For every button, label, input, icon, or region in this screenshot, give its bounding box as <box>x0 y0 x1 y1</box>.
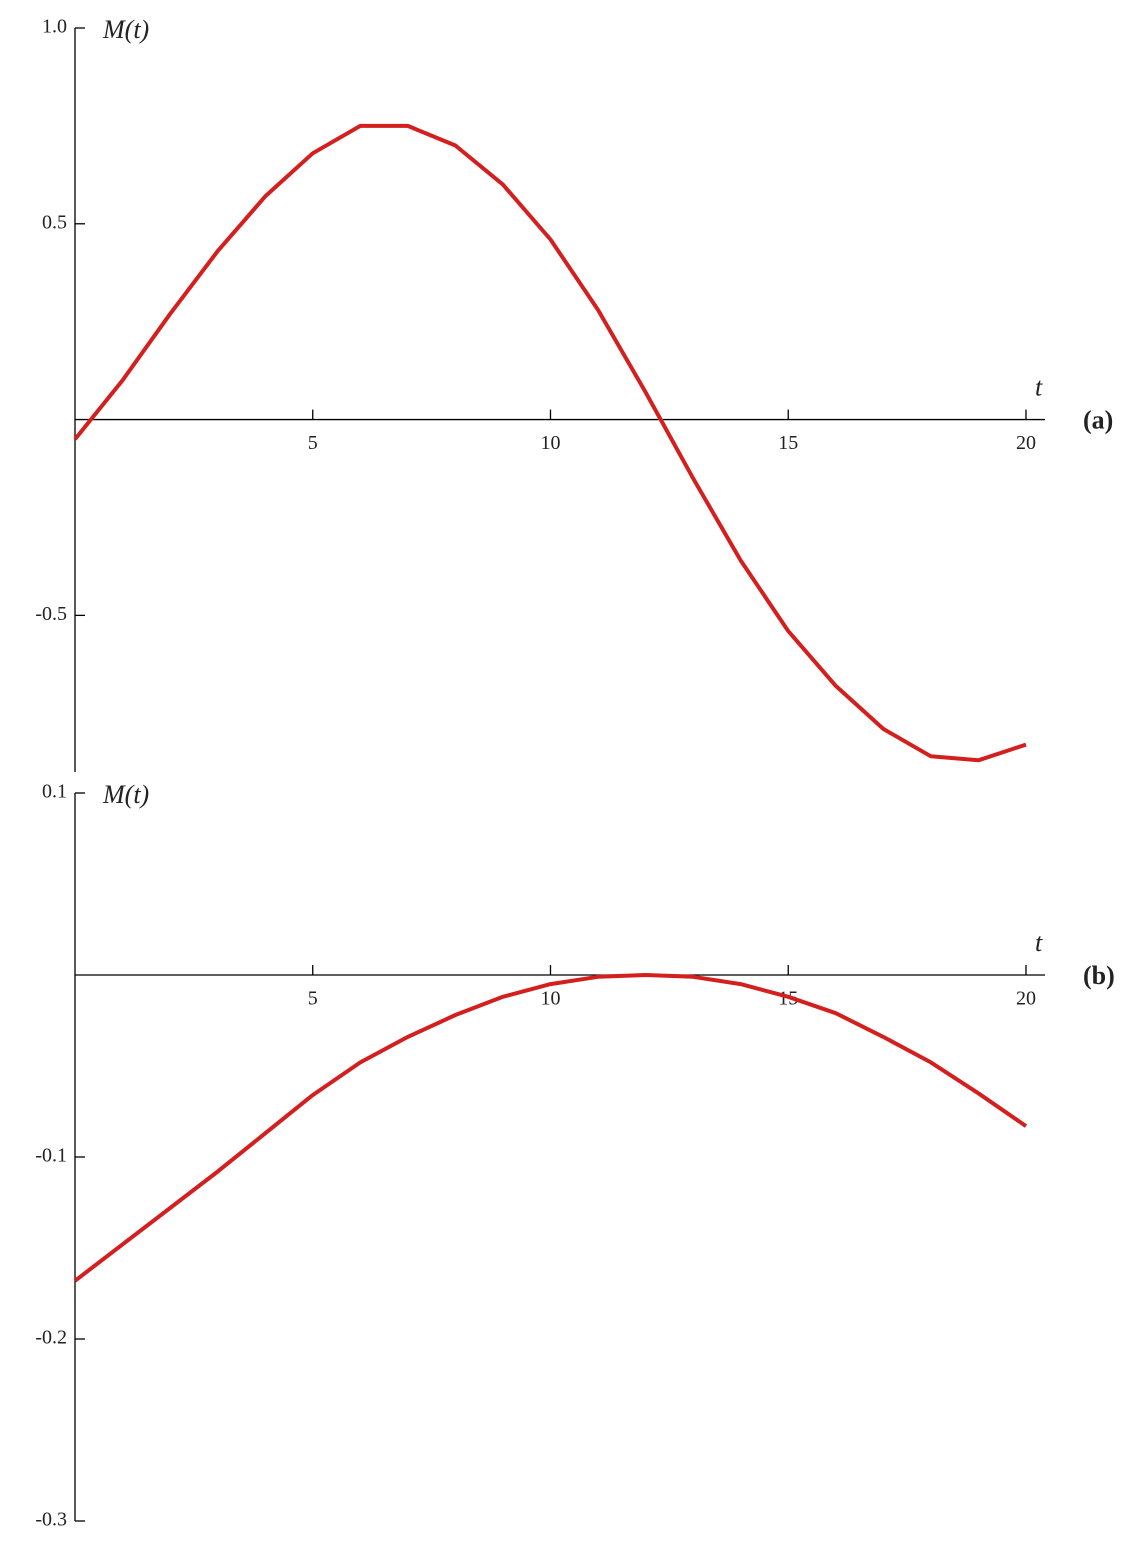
data-line <box>73 123 1027 763</box>
y-axis-label: M(t) <box>102 780 149 809</box>
panel-label: (a) <box>1083 406 1113 435</box>
y-tick-label: -0.5 <box>35 603 67 625</box>
y-tick-label: -0.2 <box>35 1327 67 1349</box>
y-tick-label: 1.0 <box>42 16 67 38</box>
x-tick-label: 10 <box>540 432 560 454</box>
y-tick-label: -0.1 <box>35 1145 67 1167</box>
x-axis-label: t <box>1035 928 1043 957</box>
x-tick-label: 20 <box>1016 432 1036 454</box>
panel-label: (b) <box>1083 961 1115 990</box>
x-axis-label: t <box>1035 373 1043 402</box>
x-tick-label: 5 <box>308 988 318 1010</box>
y-axis-label: M(t) <box>102 15 149 44</box>
y-tick-label: 0.5 <box>42 211 67 233</box>
y-tick-label: 0.1 <box>42 781 67 803</box>
data-line <box>73 973 1028 1283</box>
y-tick-label: -0.3 <box>35 1509 67 1531</box>
x-tick-label: 15 <box>778 432 798 454</box>
x-tick-label: 10 <box>540 988 560 1010</box>
x-tick-label: 5 <box>308 432 318 454</box>
x-tick-label: 20 <box>1016 988 1036 1010</box>
